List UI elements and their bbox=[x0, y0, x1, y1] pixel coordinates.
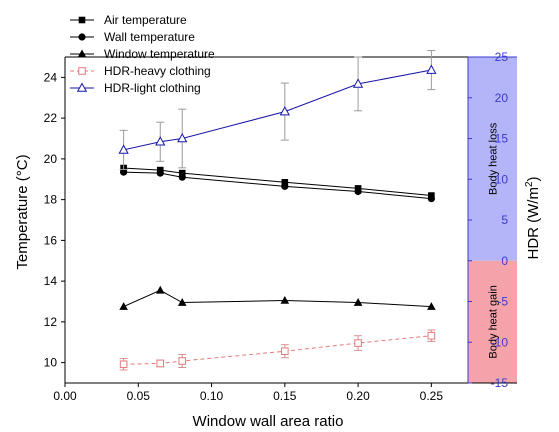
y-left-tick-label: 18 bbox=[44, 193, 58, 207]
line-wall-temperature bbox=[123, 171, 432, 200]
x-tick-label: 0.25 bbox=[420, 389, 444, 403]
point-hdr-heavy-clothing bbox=[156, 359, 165, 368]
y-right-tick-label: 20 bbox=[495, 91, 509, 105]
legend-marker-hdr-heavy-clothing bbox=[78, 67, 86, 75]
x-tick-label: 0.15 bbox=[273, 389, 297, 403]
point-hdr-light-clothing bbox=[352, 78, 364, 88]
point-hdr-light-clothing bbox=[426, 64, 437, 74]
line-window-temperature bbox=[123, 289, 432, 308]
region-body-heat-gain bbox=[468, 260, 517, 383]
y-right-tick-label: 0 bbox=[501, 254, 508, 268]
legend-marker-wall-temperature bbox=[78, 33, 86, 41]
y-right-tick-label: -10 bbox=[491, 335, 509, 349]
line-hdr-light-clothing bbox=[123, 69, 432, 151]
legend-label-wall-temperature: Wall temperature bbox=[104, 30, 195, 44]
point-hdr-heavy-clothing bbox=[427, 331, 436, 340]
y-right-tick-label: -15 bbox=[491, 376, 509, 390]
point-window-temperature bbox=[155, 285, 165, 294]
legend-label-hdr-heavy-clothing: HDR-heavy clothing bbox=[104, 64, 211, 78]
legend-label-air-temperature: Air temperature bbox=[104, 13, 187, 27]
series-hdr-light-clothing bbox=[118, 49, 437, 170]
region-layer: Body heat loss Body heat gain bbox=[468, 57, 517, 383]
y-left-tick-label: 14 bbox=[44, 274, 58, 288]
y-axis-right-label-main: HDR (W/m bbox=[525, 187, 542, 259]
point-wall-temperature bbox=[156, 169, 164, 177]
y-left-tick-label: 12 bbox=[44, 315, 58, 329]
line-hdr-heavy-clothing bbox=[123, 335, 432, 365]
point-air-temperature bbox=[281, 179, 289, 186]
point-hdr-heavy-clothing bbox=[178, 357, 187, 365]
series-window-temperature bbox=[119, 285, 436, 310]
x-tick-label: 0.00 bbox=[53, 389, 77, 403]
axes-layer: 0.00 0.05 0.10 0.15 0.20 0.25 10 12 14 16 18 20 22 24… bbox=[44, 50, 517, 403]
x-tick-label: 0.20 bbox=[346, 389, 370, 403]
y-right-tick-label: 5 bbox=[501, 213, 508, 227]
y-axis-right-label: HDR (W/m2) bbox=[524, 176, 542, 259]
y-right-tick-label: 10 bbox=[495, 172, 509, 186]
point-hdr-heavy-clothing bbox=[354, 339, 362, 347]
y-axis-right-label-end: ) bbox=[525, 176, 542, 181]
y-left-tick-label: 10 bbox=[44, 356, 58, 370]
y-right-tick-label: -5 bbox=[497, 295, 508, 309]
series-air-temperature bbox=[120, 164, 435, 199]
point-hdr-heavy-clothing bbox=[119, 360, 128, 369]
legend-marker-hdr-light-clothing bbox=[76, 82, 88, 92]
series-hdr-heavy-clothing bbox=[119, 329, 436, 371]
point-air-temperature bbox=[178, 169, 186, 177]
legend-label-hdr-light-clothing: HDR-light clothing bbox=[104, 81, 201, 95]
y-right-tick-label: 15 bbox=[495, 132, 509, 146]
point-wall-temperature bbox=[354, 187, 362, 196]
point-window-temperature bbox=[427, 302, 436, 310]
point-window-temperature bbox=[177, 298, 187, 306]
point-hdr-heavy-clothing bbox=[281, 347, 289, 356]
legend-label-window-temperature: Window temperature bbox=[104, 47, 215, 61]
y-left-tick-label: 24 bbox=[44, 70, 58, 84]
y-axis-right-label-sup: 2 bbox=[524, 181, 535, 187]
legend: Air temperature Wall temperature Window te… bbox=[70, 13, 215, 95]
x-tick-label: 0.05 bbox=[127, 389, 151, 403]
line-air-temperature bbox=[123, 167, 432, 197]
region-label-body-heat-loss: Body heat loss bbox=[488, 122, 500, 195]
point-wall-temperature bbox=[281, 182, 289, 190]
region-body-heat-loss bbox=[468, 57, 517, 261]
point-hdr-light-clothing bbox=[177, 132, 188, 143]
y-axis-left-label: Temperature (°C) bbox=[14, 154, 31, 269]
point-wall-temperature bbox=[178, 173, 186, 181]
y-left-tick-label: 20 bbox=[44, 152, 58, 166]
point-wall-temperature bbox=[120, 168, 128, 176]
x-tick-label: 0.10 bbox=[200, 389, 224, 403]
legend-marker-window-temperature bbox=[77, 49, 87, 58]
point-window-temperature bbox=[119, 302, 128, 310]
series-layer bbox=[118, 49, 437, 371]
point-wall-temperature bbox=[427, 195, 435, 203]
legend-marker-air-temperature bbox=[78, 16, 86, 24]
region-label-body-heat-gain: Body heat gain bbox=[488, 285, 500, 358]
x-axis-label: Window wall area ratio bbox=[193, 413, 344, 430]
point-hdr-light-clothing bbox=[155, 136, 166, 146]
y-left-tick-label: 22 bbox=[44, 111, 58, 125]
point-hdr-light-clothing bbox=[279, 106, 290, 116]
point-hdr-light-clothing bbox=[118, 144, 129, 154]
point-window-temperature bbox=[280, 295, 290, 304]
y-left-tick-label: 16 bbox=[44, 233, 58, 247]
series-wall-temperature bbox=[120, 168, 435, 203]
y-right-tick-label: 25 bbox=[495, 50, 509, 64]
point-window-temperature bbox=[353, 298, 363, 306]
